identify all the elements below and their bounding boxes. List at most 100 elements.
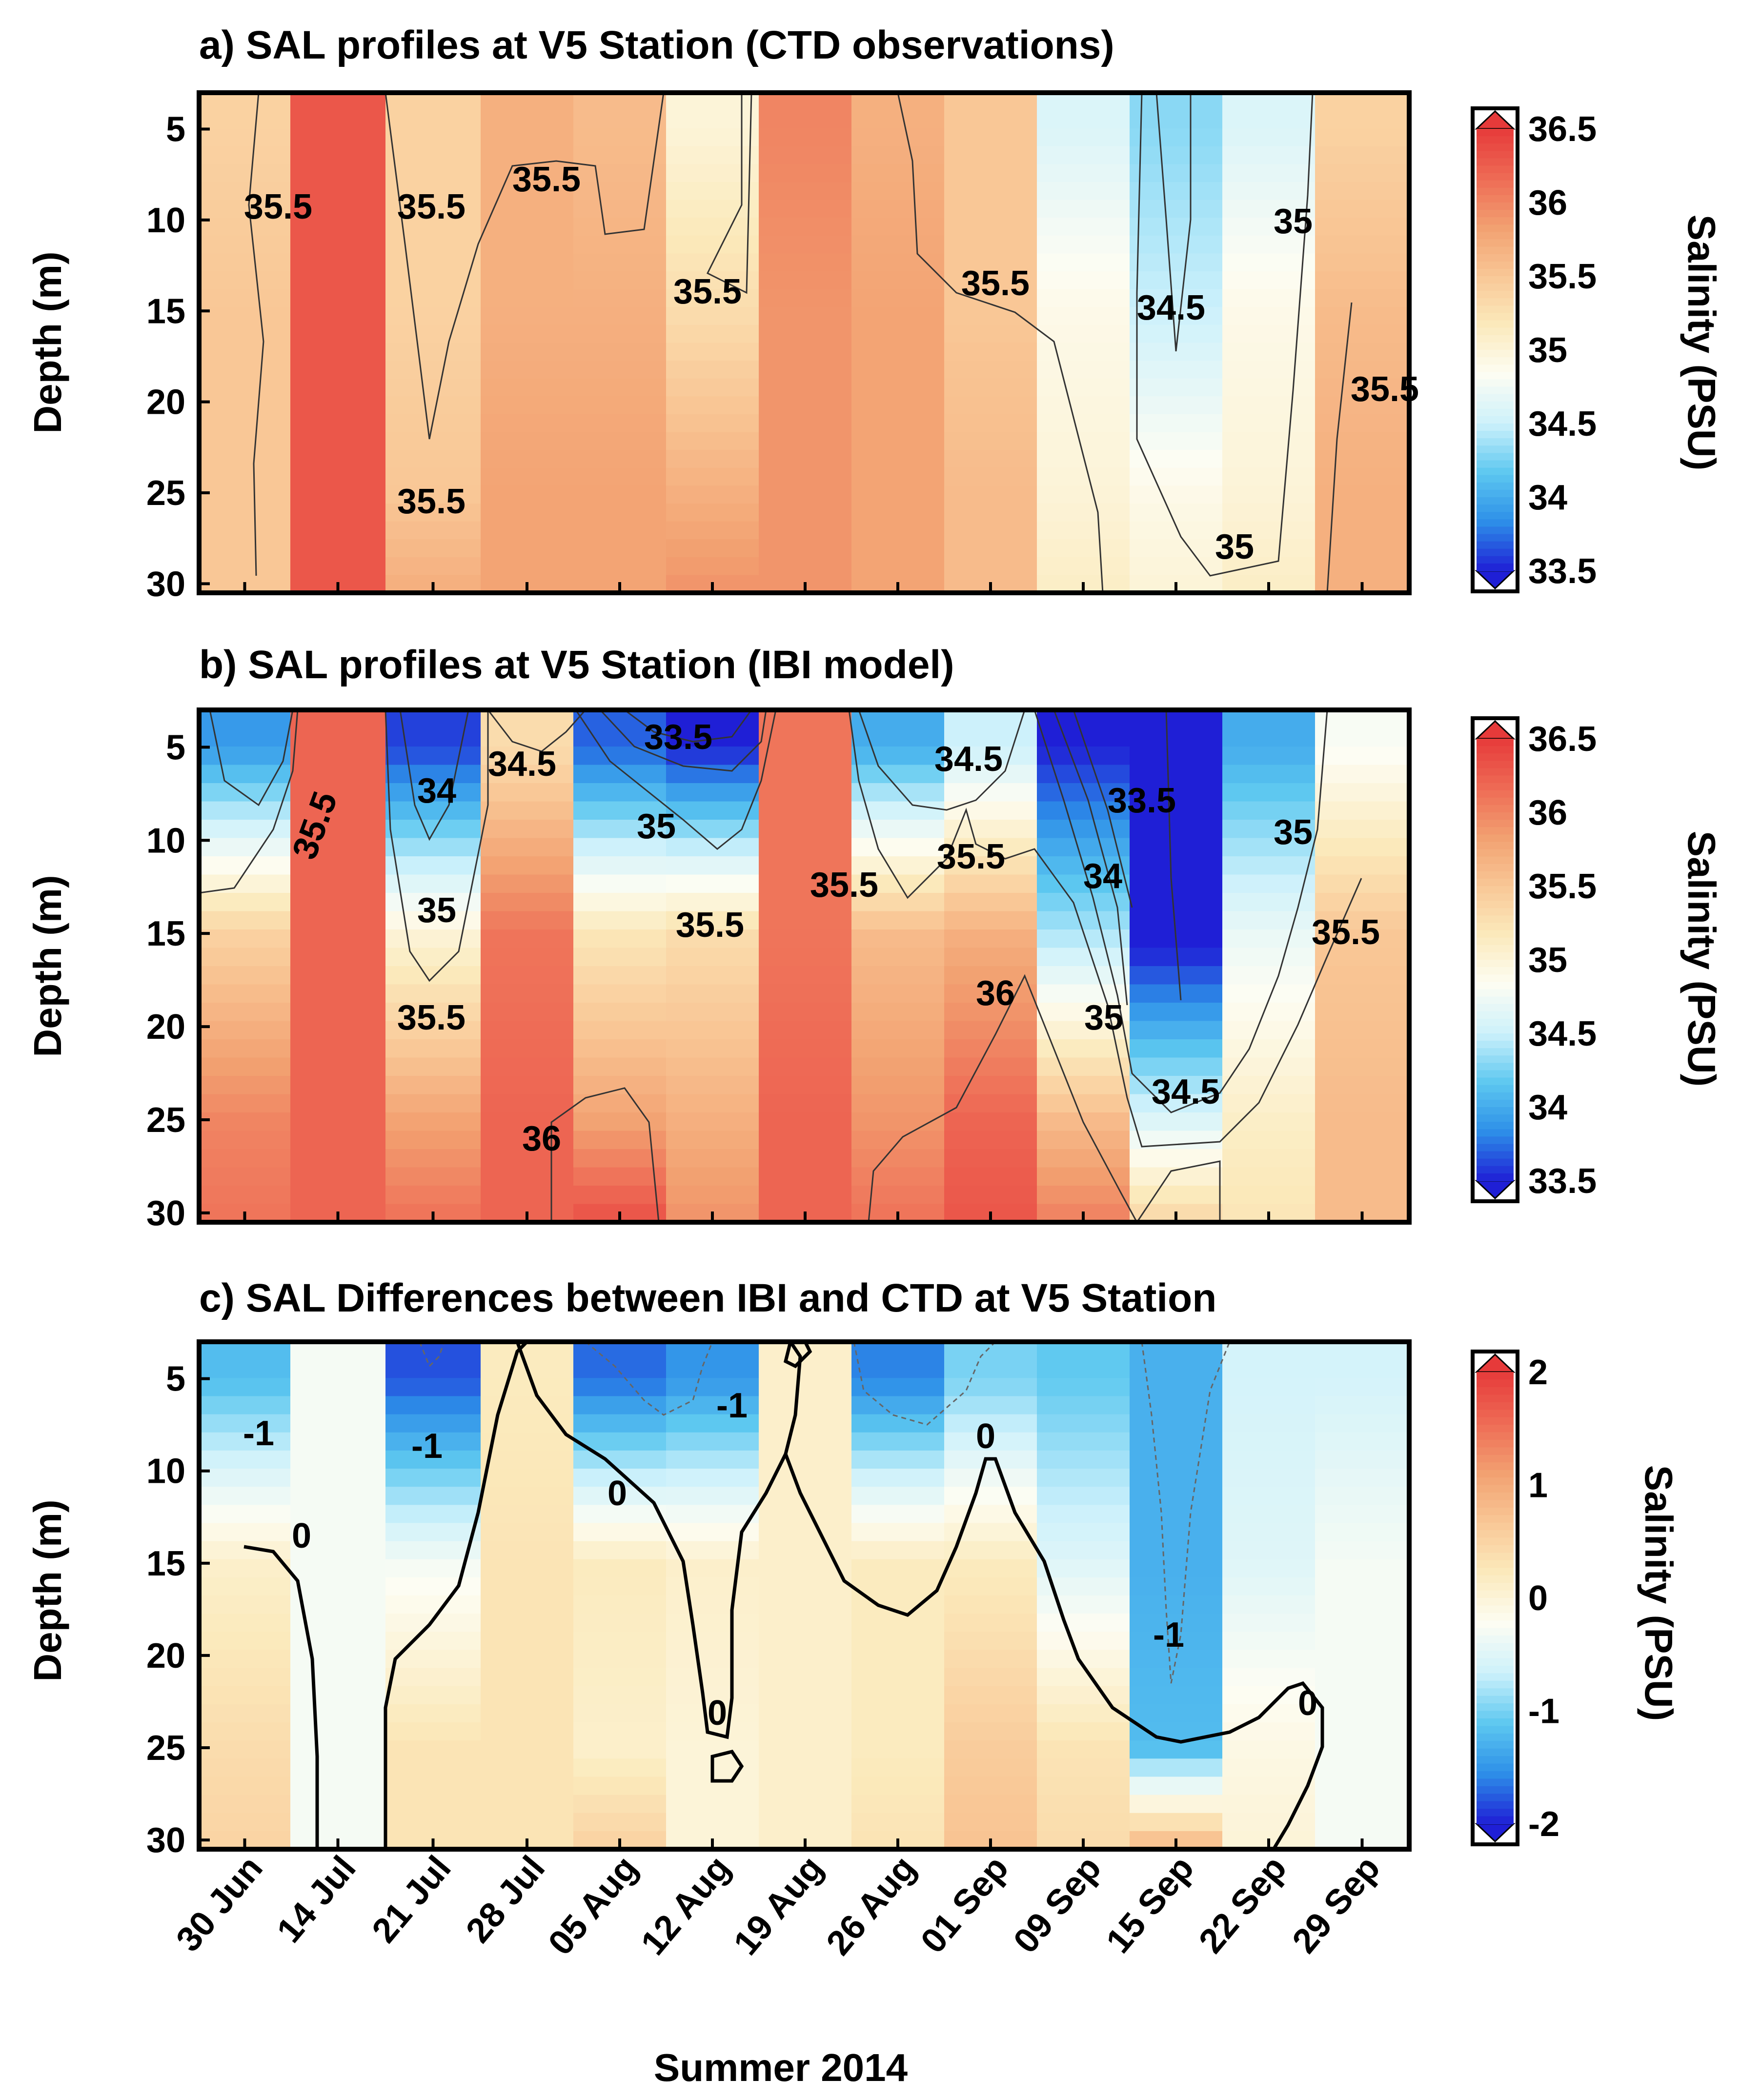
heatmap-cell bbox=[759, 146, 852, 165]
heatmap-cell bbox=[290, 1057, 386, 1076]
heatmap-cell bbox=[1222, 307, 1316, 325]
heatmap-cell bbox=[759, 1186, 852, 1205]
heatmap-cell bbox=[573, 396, 667, 415]
heatmap-cell bbox=[666, 728, 759, 747]
heatmap-cell bbox=[1315, 146, 1409, 165]
heatmap-cell bbox=[290, 539, 386, 558]
y-tick-label: 25 bbox=[146, 1729, 185, 1768]
heatmap-cell bbox=[1130, 1003, 1223, 1022]
colorbar-step bbox=[1477, 431, 1514, 439]
heatmap-cell bbox=[851, 378, 945, 397]
contour-line bbox=[1033, 710, 1328, 1113]
heatmap-cell bbox=[1315, 164, 1409, 183]
zero-contour bbox=[515, 1342, 802, 1739]
heatmap-cell bbox=[1130, 1577, 1223, 1596]
heatmap-cell bbox=[1315, 307, 1409, 325]
heatmap-cell bbox=[385, 1813, 481, 1832]
heatmap-cell bbox=[481, 948, 574, 967]
heatmap-cell bbox=[1222, 1003, 1316, 1022]
heatmap-cell bbox=[1315, 1813, 1409, 1832]
heatmap-cell bbox=[385, 1686, 481, 1705]
x-tick-label: 29 Sep bbox=[1285, 1849, 1388, 1960]
heatmap-cell bbox=[385, 1577, 481, 1596]
y-tick-label: 15 bbox=[146, 292, 185, 331]
heatmap-cell bbox=[481, 801, 574, 820]
contour-line bbox=[706, 93, 752, 294]
heatmap-cell bbox=[1222, 1758, 1316, 1777]
heatmap-cell bbox=[1222, 485, 1316, 504]
heatmap-cell bbox=[481, 182, 574, 201]
heatmap-cell bbox=[290, 253, 386, 272]
heatmap-cell bbox=[573, 467, 667, 486]
heatmap-cell bbox=[481, 93, 574, 111]
colorbar-step bbox=[1477, 834, 1514, 843]
heatmap-cell bbox=[1130, 747, 1223, 766]
heatmap-cell bbox=[1222, 1432, 1316, 1451]
panel-c-y-label: Depth (m) bbox=[26, 1499, 69, 1681]
heatmap-cell bbox=[199, 557, 291, 576]
heatmap-cell bbox=[1315, 1505, 1409, 1524]
zero-contour bbox=[783, 1342, 812, 1369]
heatmap-cell bbox=[1130, 1186, 1223, 1205]
heatmap-cell bbox=[1315, 1021, 1409, 1040]
heatmap-cell bbox=[290, 1167, 386, 1186]
heatmap-cell bbox=[385, 253, 481, 272]
heatmap-cell bbox=[573, 856, 667, 875]
heatmap-cell bbox=[1130, 856, 1223, 875]
heatmap-cell bbox=[199, 984, 291, 1003]
heatmap-cell bbox=[1130, 182, 1223, 201]
heatmap-cell bbox=[573, 1523, 667, 1542]
heatmap-cell bbox=[851, 1039, 945, 1058]
panel-a-colorbar-label: Salinity (PSU) bbox=[1680, 215, 1723, 471]
heatmap-cell bbox=[1315, 929, 1409, 949]
colorbar-step bbox=[1477, 386, 1514, 395]
heatmap-cell bbox=[199, 503, 291, 522]
heatmap-cell bbox=[385, 467, 481, 486]
heatmap-cell bbox=[1222, 765, 1316, 784]
heatmap-cell bbox=[290, 93, 386, 111]
colorbar-step bbox=[1477, 849, 1514, 857]
heatmap-cell bbox=[1222, 164, 1316, 183]
contour-line bbox=[868, 974, 1138, 1222]
heatmap-cell bbox=[759, 521, 852, 540]
heatmap-cell bbox=[481, 539, 574, 558]
heatmap-cell bbox=[666, 164, 759, 183]
heatmap-cell bbox=[385, 289, 481, 308]
heatmap-cell bbox=[666, 110, 759, 129]
heatmap-cell bbox=[851, 182, 945, 201]
heatmap-cell bbox=[199, 1076, 291, 1095]
heatmap-cell bbox=[199, 820, 291, 839]
heatmap-cell bbox=[1037, 1360, 1130, 1379]
heatmap-cell bbox=[290, 783, 386, 802]
heatmap-cell bbox=[944, 521, 1037, 540]
heatmap-cell bbox=[573, 1342, 667, 1361]
heatmap-cell bbox=[851, 1076, 945, 1095]
heatmap-cell bbox=[1130, 911, 1223, 930]
heatmap-cell bbox=[1315, 324, 1409, 343]
colorbar-step bbox=[1477, 908, 1514, 916]
y-tick-label: 15 bbox=[146, 1544, 185, 1583]
heatmap-cell bbox=[666, 396, 759, 415]
heatmap-cell bbox=[1222, 378, 1316, 397]
colorbar-step bbox=[1477, 960, 1514, 968]
heatmap-cell bbox=[944, 253, 1037, 272]
heatmap-cell bbox=[759, 1541, 852, 1560]
heatmap-cell bbox=[944, 1021, 1037, 1040]
heatmap-cell bbox=[1222, 1559, 1316, 1578]
heatmap-cell bbox=[944, 1777, 1037, 1796]
heatmap-cell bbox=[573, 1414, 667, 1433]
contour-line bbox=[385, 710, 489, 982]
heatmap-cell bbox=[481, 1722, 574, 1741]
colorbar-step bbox=[1477, 915, 1514, 924]
colorbar-step bbox=[1477, 1643, 1514, 1652]
heatmap-cell bbox=[290, 820, 386, 839]
colorbar-step bbox=[1477, 1417, 1514, 1426]
heatmap-cell bbox=[666, 1342, 759, 1361]
heatmap-cell bbox=[944, 1342, 1037, 1361]
heatmap-cell bbox=[385, 1021, 481, 1040]
colorbar-step bbox=[1477, 416, 1514, 424]
colorbar-step bbox=[1477, 1651, 1514, 1659]
heatmap-cell bbox=[759, 450, 852, 468]
heatmap-cell bbox=[1315, 1131, 1409, 1150]
colorbar-step bbox=[1477, 232, 1514, 240]
